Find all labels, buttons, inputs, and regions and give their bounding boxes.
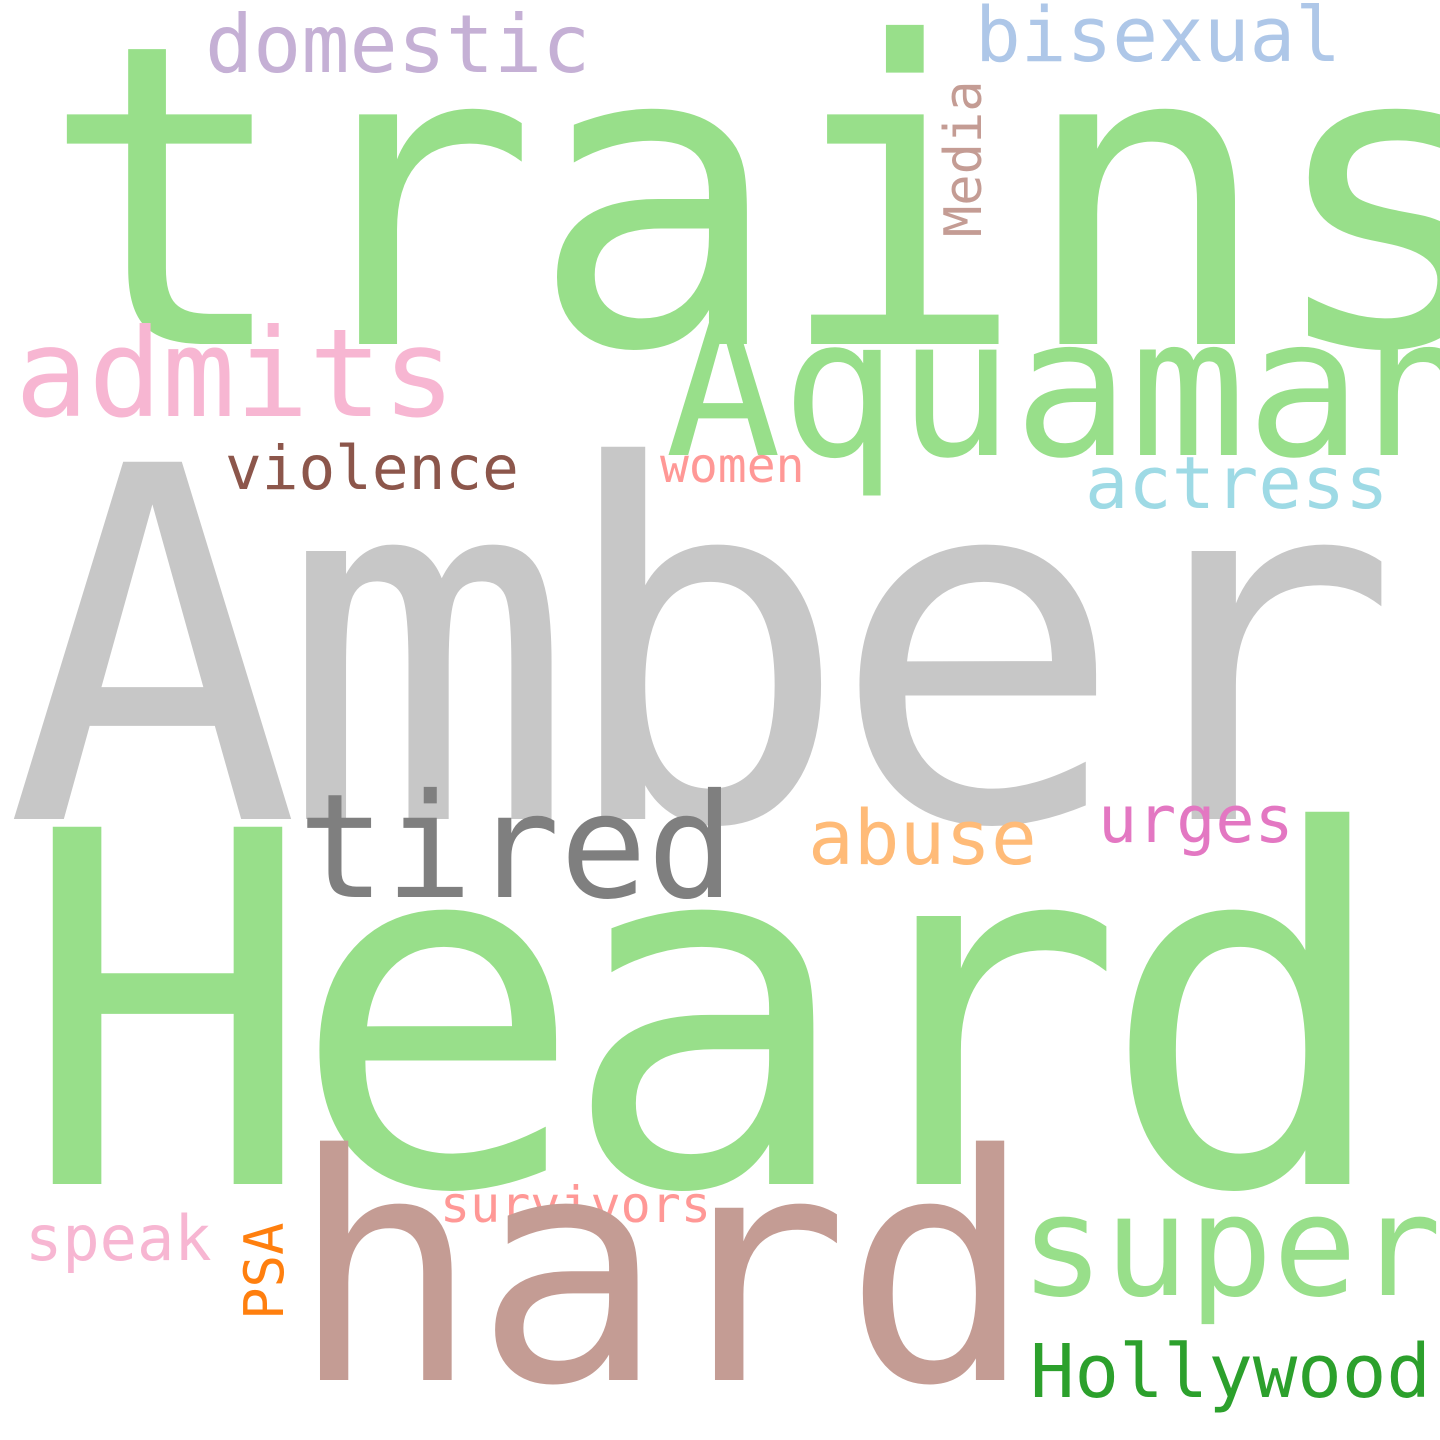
word-psa: PSA <box>233 1222 296 1320</box>
word-bisexual: bisexual <box>975 0 1342 79</box>
word-hollywood: Hollywood <box>1030 1329 1431 1415</box>
word-hard: hard <box>290 1089 1034 1440</box>
word-amber: Amber <box>5 364 1400 935</box>
word-domestic: domestic <box>205 0 591 91</box>
word-urges: urges <box>1098 783 1294 858</box>
word-aquaman: Aquaman <box>665 276 1440 501</box>
word-survivors: survivors <box>440 1176 711 1234</box>
word-speak: speak <box>25 1202 212 1275</box>
word-tired: tired <box>298 763 735 932</box>
word-trains: trains <box>40 0 1440 444</box>
word-actress: actress <box>1085 441 1389 525</box>
word-women: women <box>660 438 805 494</box>
word-violence: violence <box>225 433 519 504</box>
word-admits: admits <box>15 303 456 445</box>
word-super: super <box>1020 1166 1440 1329</box>
word-media: Media <box>934 80 994 237</box>
word-abuse: abuse <box>808 793 1037 882</box>
word-heard: Heard <box>20 729 1395 1300</box>
